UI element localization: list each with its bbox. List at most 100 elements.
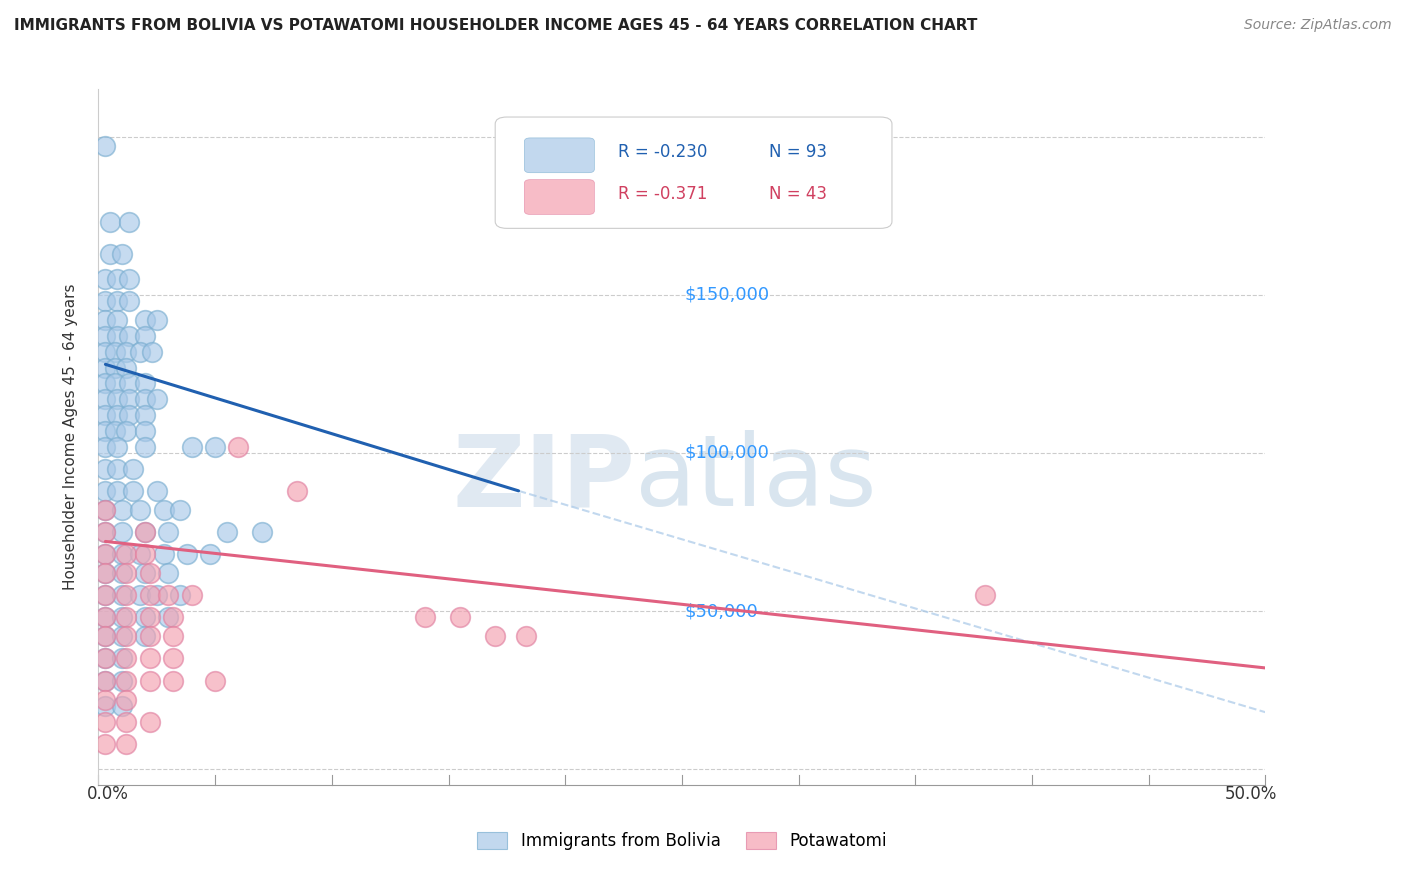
Point [94, 524, 117, 539]
Point [118, 408, 141, 422]
Point [94, 524, 117, 539]
Point [111, 651, 134, 665]
Point [146, 313, 169, 327]
Text: 50.0%: 50.0% [1225, 785, 1277, 803]
Point [94, 629, 117, 643]
Point [129, 344, 152, 359]
Text: $50,000: $50,000 [685, 602, 758, 620]
Point [118, 272, 141, 286]
Point [134, 547, 156, 561]
Point [139, 610, 162, 624]
Point [157, 524, 180, 539]
Point [122, 461, 145, 475]
FancyBboxPatch shape [495, 117, 891, 228]
Point [105, 440, 128, 454]
Point [94, 673, 117, 688]
Point [152, 503, 174, 517]
Point [94, 376, 117, 391]
Point [134, 313, 156, 327]
Point [105, 272, 128, 286]
Text: 0.0%: 0.0% [87, 785, 128, 803]
Text: R = -0.371: R = -0.371 [617, 185, 707, 202]
Point [146, 483, 169, 498]
Point [111, 547, 134, 561]
Point [94, 698, 117, 713]
Point [118, 392, 141, 406]
Point [94, 610, 117, 624]
Point [176, 547, 198, 561]
Point [162, 673, 184, 688]
Point [105, 461, 128, 475]
Point [94, 272, 117, 286]
Point [115, 673, 138, 688]
Point [98, 215, 121, 229]
Point [139, 714, 162, 729]
Point [141, 344, 163, 359]
Point [134, 440, 156, 454]
Point [169, 588, 191, 602]
Point [139, 588, 162, 602]
Point [94, 344, 117, 359]
Point [94, 424, 117, 438]
Point [118, 294, 141, 309]
Point [94, 547, 117, 561]
Point [115, 692, 138, 706]
Point [215, 524, 238, 539]
Point [134, 408, 156, 422]
Point [200, 547, 222, 561]
Point [94, 714, 117, 729]
Point [115, 424, 138, 438]
Point [94, 313, 117, 327]
Point [104, 360, 127, 375]
Point [115, 588, 138, 602]
Point [94, 483, 117, 498]
Point [104, 376, 127, 391]
Point [104, 344, 127, 359]
Point [115, 651, 138, 665]
Point [118, 376, 141, 391]
Point [94, 692, 117, 706]
Point [111, 610, 134, 624]
Text: Source: ZipAtlas.com: Source: ZipAtlas.com [1244, 18, 1392, 32]
Point [104, 424, 127, 438]
Text: N = 93: N = 93 [769, 143, 828, 161]
FancyBboxPatch shape [524, 179, 595, 214]
Point [94, 547, 117, 561]
Point [105, 313, 128, 327]
Point [115, 714, 138, 729]
Point [162, 651, 184, 665]
Point [94, 329, 117, 343]
Point [162, 610, 184, 624]
Text: R = -0.230: R = -0.230 [617, 143, 707, 161]
Point [204, 440, 226, 454]
Point [134, 524, 156, 539]
Point [94, 294, 117, 309]
Point [134, 392, 156, 406]
Point [94, 139, 117, 153]
Point [111, 673, 134, 688]
Point [134, 566, 156, 580]
Point [115, 566, 138, 580]
Point [152, 547, 174, 561]
Point [204, 673, 226, 688]
Point [413, 610, 436, 624]
Point [515, 629, 537, 643]
Point [157, 610, 180, 624]
Text: ZIP: ZIP [453, 430, 636, 527]
Point [180, 588, 202, 602]
Point [157, 566, 180, 580]
Point [105, 392, 128, 406]
Legend: Immigrants from Bolivia, Potawatomi: Immigrants from Bolivia, Potawatomi [471, 825, 893, 856]
Point [105, 408, 128, 422]
Point [94, 408, 117, 422]
Point [94, 673, 117, 688]
Point [146, 588, 169, 602]
Point [139, 673, 162, 688]
Point [134, 376, 156, 391]
Text: $100,000: $100,000 [685, 444, 769, 462]
Text: atlas: atlas [636, 430, 877, 527]
Text: $150,000: $150,000 [685, 285, 769, 304]
Point [118, 215, 141, 229]
Point [139, 566, 162, 580]
Point [94, 651, 117, 665]
